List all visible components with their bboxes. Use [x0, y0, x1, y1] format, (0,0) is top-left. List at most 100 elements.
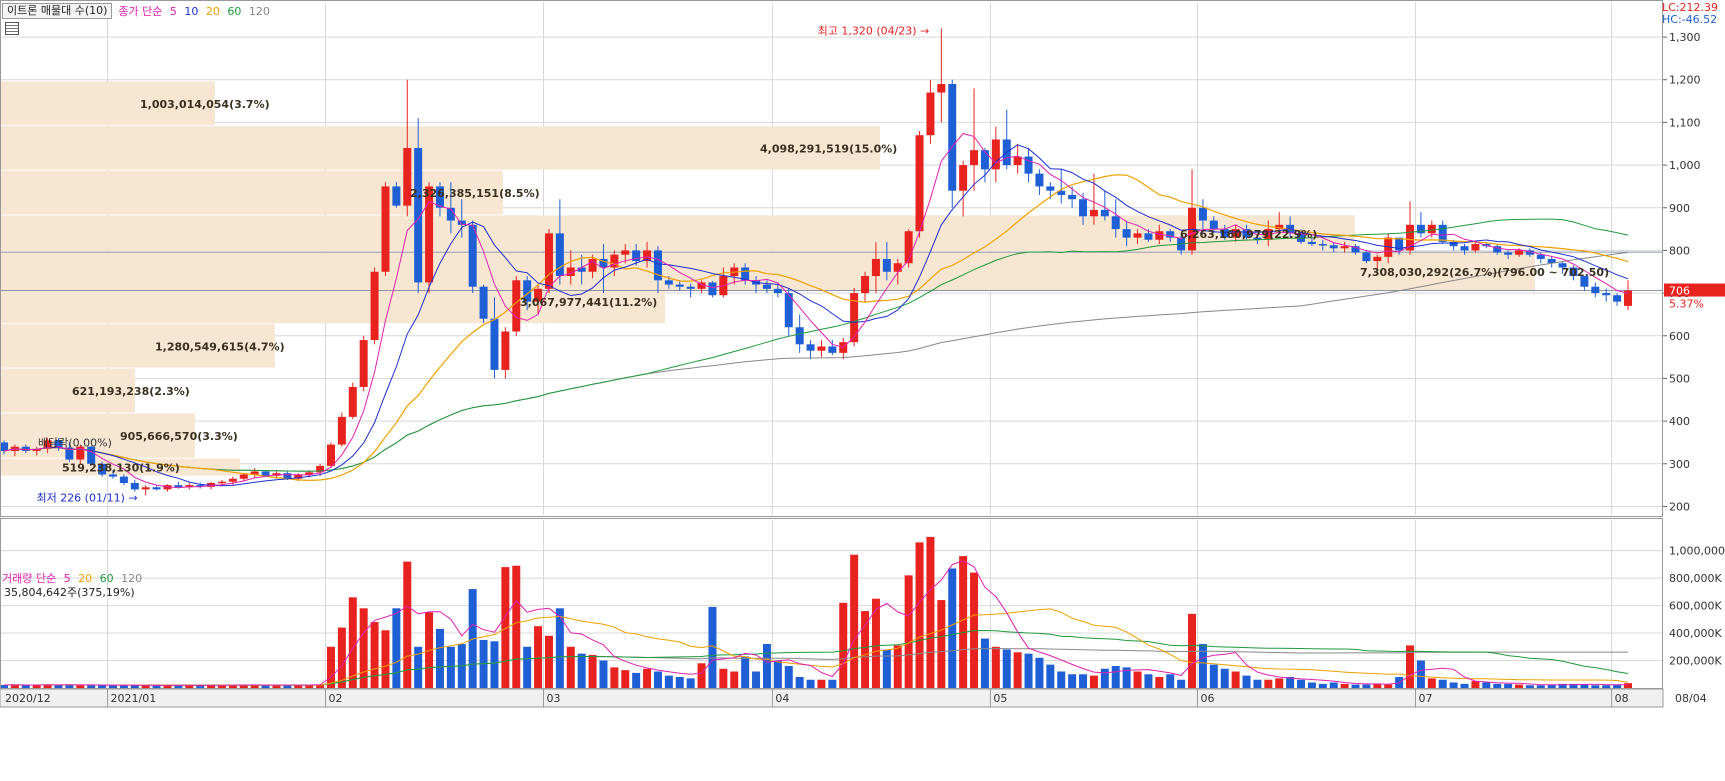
volume-bar-up[interactable] [337, 627, 346, 688]
candle-up[interactable] [1384, 237, 1393, 257]
candle-down[interactable] [1329, 245, 1338, 249]
volume-bar-up[interactable] [926, 536, 935, 688]
candle-up[interactable] [1406, 224, 1415, 251]
volume-bar-down[interactable] [773, 660, 782, 688]
candle-up[interactable] [250, 471, 259, 475]
volume-bar-up[interactable] [163, 685, 172, 688]
volume-bar-down[interactable] [1035, 657, 1044, 688]
candle-down[interactable] [174, 485, 183, 488]
candle-up[interactable] [294, 474, 303, 479]
volume-bar-down[interactable] [1057, 671, 1066, 688]
candle-up[interactable] [305, 472, 314, 475]
candle-up[interactable] [217, 481, 226, 484]
volume-bar-up[interactable] [403, 561, 412, 688]
candle-up[interactable] [185, 485, 194, 488]
volume-bar-down[interactable] [1220, 668, 1229, 688]
volume-bar-down[interactable] [882, 649, 891, 688]
candle-up[interactable] [697, 282, 706, 289]
candle-down[interactable] [1460, 246, 1469, 251]
candle-up[interactable] [937, 84, 946, 93]
candle-up[interactable] [43, 440, 52, 449]
candle-up[interactable] [228, 478, 237, 482]
candle-down[interactable] [1079, 199, 1088, 217]
candle-up[interactable] [915, 135, 924, 232]
candle-up[interactable] [425, 186, 434, 283]
candle-up[interactable] [1373, 256, 1382, 262]
candle-down[interactable] [1242, 229, 1251, 238]
volume-bar-down[interactable] [741, 656, 750, 688]
volume-bar-up[interactable] [217, 685, 226, 688]
candle-down[interactable] [152, 487, 161, 490]
candle-up[interactable] [643, 250, 652, 262]
candle-down[interactable] [773, 288, 782, 294]
candle-up[interactable] [370, 271, 379, 341]
volume-bar-up[interactable] [501, 567, 510, 688]
candle-down[interactable] [980, 150, 989, 170]
volume-bar-up[interactable] [893, 645, 902, 688]
volume-bar-down[interactable] [108, 685, 117, 688]
volume-bar-up[interactable] [10, 684, 19, 688]
volume-bar-up[interactable] [512, 565, 521, 688]
volume-bar-up[interactable] [697, 663, 706, 688]
volume-bar-down[interactable] [1558, 683, 1567, 688]
candle-up[interactable] [871, 258, 880, 277]
volume-bar-up[interactable] [588, 655, 597, 688]
candle-up[interactable] [817, 346, 826, 351]
candle-down[interactable] [435, 186, 444, 208]
candle-up[interactable] [348, 386, 357, 417]
candle-down[interactable] [1613, 295, 1622, 302]
candle-up[interactable] [1231, 229, 1240, 238]
candle-down[interactable] [196, 485, 205, 487]
volume-bar-down[interactable] [1253, 679, 1262, 688]
candle-up[interactable] [337, 416, 346, 445]
candle-down[interactable] [1591, 286, 1600, 294]
volume-bar-down[interactable] [1297, 679, 1306, 688]
candle-down[interactable] [686, 286, 695, 289]
volume-bar-down[interactable] [1002, 649, 1011, 688]
volume-bar-down[interactable] [1580, 684, 1589, 688]
candle-down[interactable] [1046, 186, 1055, 191]
candle-up[interactable] [326, 444, 335, 466]
volume-bar-down[interactable] [1318, 683, 1327, 688]
candle-down[interactable] [675, 284, 684, 287]
volume-bar-up[interactable] [1013, 652, 1022, 688]
volume-bar-down[interactable] [414, 646, 423, 688]
candle-down[interactable] [1504, 252, 1513, 255]
candle-down[interactable] [1493, 246, 1502, 253]
volume-bar-down[interactable] [196, 685, 205, 688]
candle-down[interactable] [283, 473, 292, 479]
volume-bar-down[interactable] [392, 608, 401, 688]
candle-down[interactable] [1558, 263, 1567, 268]
candle-down[interactable] [1569, 267, 1578, 277]
volume-bar-down[interactable] [1100, 668, 1109, 688]
volume-bar-down[interactable] [435, 628, 444, 688]
volume-bar-up[interactable] [959, 556, 968, 688]
volume-bar-up[interactable] [621, 670, 630, 688]
volume-bar-up[interactable] [1089, 675, 1098, 688]
candle-down[interactable] [54, 440, 63, 448]
volume-bar-up[interactable] [719, 668, 728, 688]
candle-down[interactable] [119, 476, 128, 483]
volume-bar-down[interactable] [555, 608, 564, 688]
candle-up[interactable] [893, 263, 902, 272]
volume-bar-up[interactable] [326, 646, 335, 688]
volume-bar-down[interactable] [130, 684, 139, 688]
candle-up[interactable] [76, 446, 85, 460]
candle-up[interactable] [1471, 244, 1480, 251]
volume-bar-down[interactable] [1547, 684, 1556, 688]
candle-down[interactable] [555, 233, 564, 277]
volume-bar-down[interactable] [675, 677, 684, 688]
candle-down[interactable] [1536, 254, 1545, 259]
volume-bar-up[interactable] [610, 667, 619, 688]
volume-bar-down[interactable] [1493, 683, 1502, 688]
candle-down[interactable] [653, 250, 662, 281]
volume-bar-down[interactable] [446, 646, 455, 688]
volume-bar-down[interactable] [1460, 683, 1469, 688]
candle-up[interactable] [566, 267, 575, 277]
volume-bar-up[interactable] [239, 684, 248, 688]
volume-bar-up[interactable] [1515, 684, 1524, 688]
volume-bar-up[interactable] [316, 684, 325, 688]
volume-bar-down[interactable] [948, 568, 957, 688]
volume-bar-up[interactable] [294, 684, 303, 688]
candle-down[interactable] [882, 258, 891, 272]
